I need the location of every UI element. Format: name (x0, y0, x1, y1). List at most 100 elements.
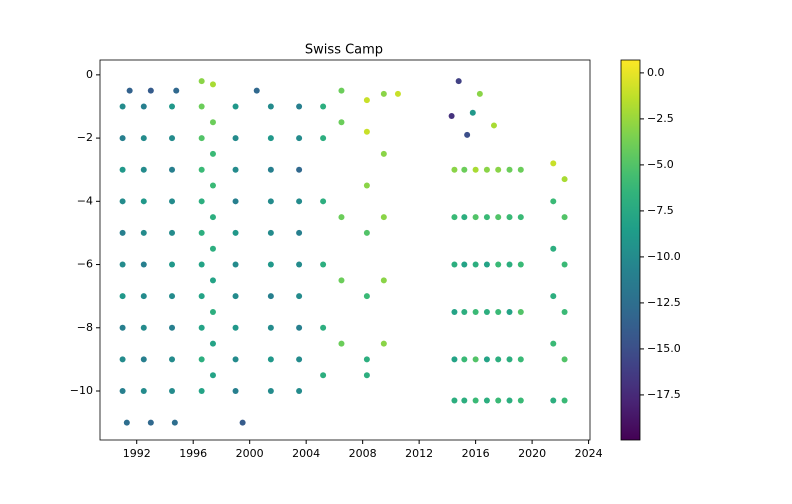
x-tick-label: 2012 (405, 447, 433, 460)
point (461, 166, 468, 173)
point (140, 293, 147, 300)
point (517, 397, 524, 404)
point (472, 397, 479, 404)
point (119, 198, 126, 205)
colorbar (620, 59, 641, 441)
point (461, 356, 468, 363)
x-tick-label: 2020 (518, 447, 546, 460)
point (198, 229, 205, 236)
x-tick-label: 2004 (292, 447, 320, 460)
point (461, 308, 468, 315)
point (232, 293, 239, 300)
point (380, 150, 387, 157)
point (232, 198, 239, 205)
point (495, 166, 502, 173)
colorbar-tick-label: −10.0 (647, 250, 681, 263)
point (380, 214, 387, 221)
point (267, 387, 274, 394)
point (561, 356, 568, 363)
point (380, 277, 387, 284)
point (169, 166, 176, 173)
point (239, 419, 246, 426)
point (476, 90, 483, 97)
point (119, 103, 126, 110)
colorbar-tick-label: −5.0 (647, 158, 674, 171)
y-tick-label: −6 (77, 258, 93, 271)
point (198, 198, 205, 205)
point (119, 387, 126, 394)
colorbar-tick-label: −12.5 (647, 296, 681, 309)
point (495, 397, 502, 404)
point (119, 229, 126, 236)
point (506, 166, 513, 173)
point (550, 160, 557, 167)
point (267, 324, 274, 331)
point (198, 78, 205, 85)
point (267, 229, 274, 236)
point (296, 387, 303, 394)
point (232, 324, 239, 331)
point (472, 308, 479, 315)
point (461, 397, 468, 404)
point (232, 229, 239, 236)
point (198, 261, 205, 268)
point (455, 78, 462, 85)
y-tick-label: −10 (70, 384, 93, 397)
point (495, 261, 502, 268)
point (495, 308, 502, 315)
point (561, 261, 568, 268)
point (140, 166, 147, 173)
point (169, 356, 176, 363)
point (506, 214, 513, 221)
point (483, 166, 490, 173)
point (338, 119, 345, 126)
point (232, 135, 239, 142)
point (394, 90, 401, 97)
point (451, 261, 458, 268)
point (363, 229, 370, 236)
point (169, 324, 176, 331)
point (267, 293, 274, 300)
y-tick-label: −2 (77, 131, 93, 144)
point (506, 261, 513, 268)
point (550, 245, 557, 252)
point (469, 109, 476, 116)
point (119, 166, 126, 173)
chart-title: Swiss Camp (305, 43, 383, 58)
point (253, 87, 260, 94)
point (320, 324, 327, 331)
y-tick-label: −4 (77, 194, 93, 207)
point (550, 293, 557, 300)
point (209, 340, 216, 347)
point (267, 356, 274, 363)
point (472, 166, 479, 173)
colorbar-tick-label: 0.0 (647, 66, 665, 79)
point (550, 198, 557, 205)
point (320, 135, 327, 142)
point (267, 166, 274, 173)
point (320, 372, 327, 379)
point (169, 198, 176, 205)
point (169, 135, 176, 142)
point (338, 87, 345, 94)
point (296, 356, 303, 363)
point (506, 356, 513, 363)
point (296, 324, 303, 331)
point (169, 229, 176, 236)
point (483, 397, 490, 404)
point (561, 308, 568, 315)
point (472, 261, 479, 268)
point (448, 112, 455, 119)
plot-frame (99, 59, 591, 441)
point (140, 324, 147, 331)
point (209, 308, 216, 315)
point (267, 103, 274, 110)
point (472, 214, 479, 221)
point (550, 340, 557, 347)
point (495, 214, 502, 221)
point (169, 261, 176, 268)
point (119, 135, 126, 142)
point (232, 261, 239, 268)
point (320, 103, 327, 110)
x-tick-label: 2016 (462, 447, 490, 460)
